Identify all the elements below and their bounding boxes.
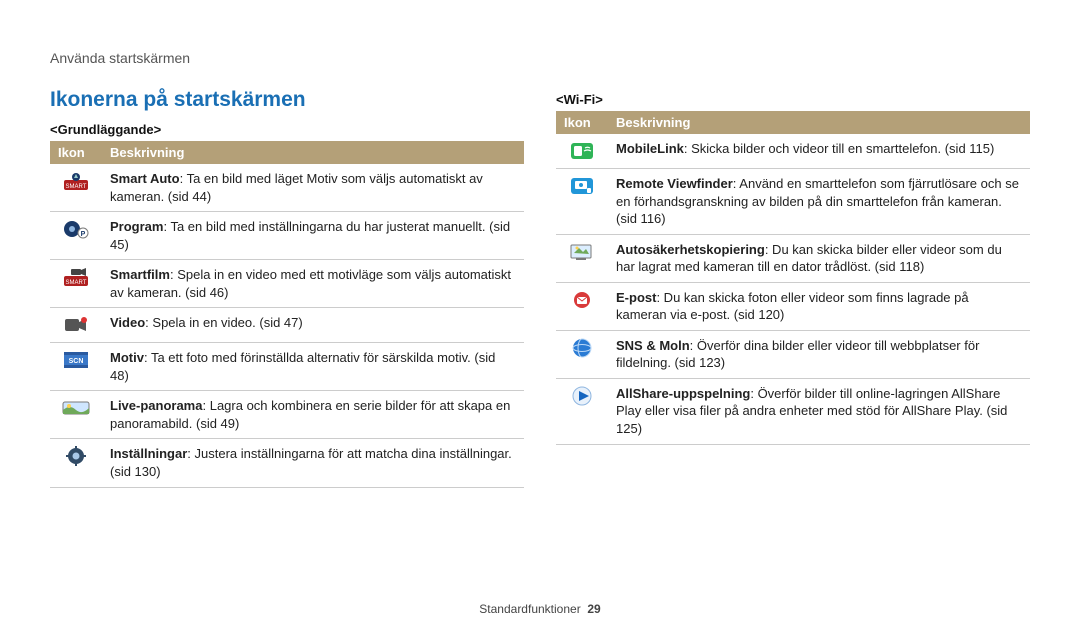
epost-icon <box>568 289 596 311</box>
col-beskr: Beskrivning <box>608 111 1030 134</box>
page-title: Ikonerna på startskärmen <box>50 88 524 112</box>
term: AllShare-uppspelning <box>616 386 750 401</box>
smart-auto-icon: SMART <box>62 170 90 192</box>
svg-text:SCN: SCN <box>69 358 84 365</box>
icon-cell <box>556 378 608 444</box>
table-row: SCN Motiv: Ta ett foto med förinställda a… <box>50 343 524 391</box>
description-cell: Program: Ta en bild med inställningarna … <box>102 212 524 260</box>
description-cell: Autosäkerhetskopiering: Du kan skicka bi… <box>608 234 1030 282</box>
table-row: Autosäkerhetskopiering: Du kan skicka bi… <box>556 234 1030 282</box>
basic-icons-table: Ikon Beskrivning SMART Smart Auto: Ta en … <box>50 141 524 488</box>
icon-cell <box>50 391 102 439</box>
description-cell: SNS & Moln: Överför dina bilder eller vi… <box>608 330 1030 378</box>
icon-cell <box>556 234 608 282</box>
description-cell: E-post: Du kan skicka foton eller videor… <box>608 282 1030 330</box>
remoteview-icon <box>568 175 596 197</box>
table-row: AllShare-uppspelning: Överför bilder til… <box>556 378 1030 444</box>
footer: Standardfunktioner 29 <box>0 602 1080 616</box>
icon-cell <box>556 169 608 235</box>
program-icon: P <box>62 218 90 240</box>
subhead-basic: <Grundläggande> <box>50 122 524 137</box>
wifi-icons-table: Ikon Beskrivning MobileLink: Skicka bild… <box>556 111 1030 445</box>
icon-cell: SMART <box>50 260 102 308</box>
term: Smartfilm <box>110 267 170 282</box>
term: Live-panorama <box>110 398 202 413</box>
breadcrumb: Använda startskärmen <box>50 50 1030 66</box>
table-row: P Program: Ta en bild med inställningarna… <box>50 212 524 260</box>
video-icon <box>62 314 90 336</box>
icon-cell <box>50 439 102 487</box>
footer-label: Standardfunktioner <box>479 602 580 616</box>
autobackup-icon <box>568 241 596 263</box>
table-row: Inställningar: Justera inställningarna f… <box>50 439 524 487</box>
wifi-rows: MobileLink: Skicka bilder och videor til… <box>556 134 1030 444</box>
description-cell: MobileLink: Skicka bilder och videor til… <box>608 134 1030 169</box>
term: Autosäkerhetskopiering <box>616 242 765 257</box>
page-number: 29 <box>587 602 600 616</box>
term: SNS & Moln <box>616 338 690 353</box>
basic-rows: SMART Smart Auto: Ta en bild med läget Mo… <box>50 164 524 487</box>
icon-cell <box>556 134 608 169</box>
term: Program <box>110 219 163 234</box>
col-ikon: Ikon <box>556 111 608 134</box>
snsmoln-icon <box>568 337 596 359</box>
table-row: E-post: Du kan skicka foton eller videor… <box>556 282 1030 330</box>
description-cell: AllShare-uppspelning: Överför bilder til… <box>608 378 1030 444</box>
icon-cell <box>50 308 102 343</box>
left-column: Ikonerna på startskärmen <Grundläggande>… <box>50 88 524 488</box>
manual-page: Använda startskärmen Ikonerna på startsk… <box>0 0 1080 630</box>
table-row: SMART Smartfilm: Spela in en video med et… <box>50 260 524 308</box>
description-cell: Video: Spela in en video. (sid 47) <box>102 308 524 343</box>
table-row: Remote Viewfinder: Använd en smarttelefo… <box>556 169 1030 235</box>
icon-cell <box>556 330 608 378</box>
svg-text:SMART: SMART <box>66 184 87 190</box>
table-row: Live-panorama: Lagra och kombinera en se… <box>50 391 524 439</box>
icon-cell: SMART <box>50 164 102 212</box>
description-cell: Smartfilm: Spela in en video med ett mot… <box>102 260 524 308</box>
term: Smart Auto <box>110 171 180 186</box>
settings-icon <box>62 445 90 467</box>
description-cell: Motiv: Ta ett foto med förinställda alte… <box>102 343 524 391</box>
allshare-icon <box>568 385 596 407</box>
term: Motiv <box>110 350 144 365</box>
col-beskr: Beskrivning <box>102 141 524 164</box>
col-ikon: Ikon <box>50 141 102 164</box>
smartfilm-icon: SMART <box>62 266 90 288</box>
livepano-icon <box>62 397 90 419</box>
term: Video <box>110 315 145 330</box>
table-row: MobileLink: Skicka bilder och videor til… <box>556 134 1030 169</box>
table-row: Video: Spela in en video. (sid 47) <box>50 308 524 343</box>
icon-cell: SCN <box>50 343 102 391</box>
table-row: SNS & Moln: Överför dina bilder eller vi… <box>556 330 1030 378</box>
svg-text:P: P <box>81 231 86 238</box>
motiv-icon: SCN <box>62 349 90 371</box>
table-header-row: Ikon Beskrivning <box>50 141 524 164</box>
term: Remote Viewfinder <box>616 176 733 191</box>
term: MobileLink <box>616 141 684 156</box>
description-cell: Live-panorama: Lagra och kombinera en se… <box>102 391 524 439</box>
table-row: SMART Smart Auto: Ta en bild med läget Mo… <box>50 164 524 212</box>
mobilelink-icon <box>568 140 596 162</box>
description-cell: Smart Auto: Ta en bild med läget Motiv s… <box>102 164 524 212</box>
description-cell: Remote Viewfinder: Använd en smarttelefo… <box>608 169 1030 235</box>
two-column-layout: Ikonerna på startskärmen <Grundläggande>… <box>50 88 1030 488</box>
description-cell: Inställningar: Justera inställningarna f… <box>102 439 524 487</box>
subhead-wifi: <Wi-Fi> <box>556 92 1030 107</box>
svg-text:SMART: SMART <box>66 280 87 286</box>
icon-cell <box>556 282 608 330</box>
term: E-post <box>616 290 656 305</box>
right-column: <Wi-Fi> Ikon Beskrivning MobileLink: Ski… <box>556 88 1030 488</box>
icon-cell: P <box>50 212 102 260</box>
table-header-row: Ikon Beskrivning <box>556 111 1030 134</box>
term: Inställningar <box>110 446 187 461</box>
